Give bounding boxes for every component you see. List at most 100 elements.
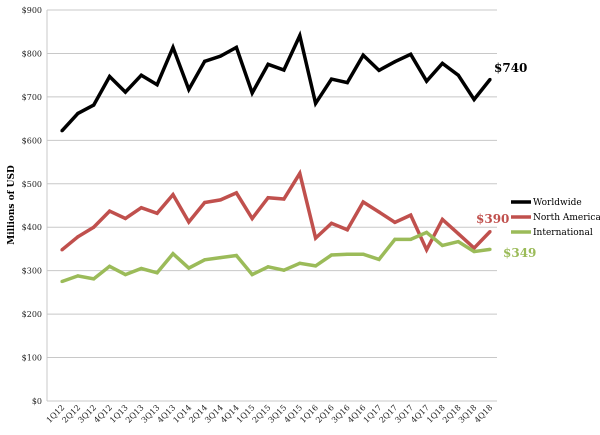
data-point (424, 230, 429, 235)
data-point (171, 252, 175, 256)
data-point (488, 229, 492, 234)
data-point (76, 235, 80, 239)
legend-label: North America (533, 213, 600, 223)
legend: Worldwide North America International (511, 198, 600, 238)
data-point (377, 257, 381, 261)
data-point (266, 62, 270, 66)
data-point (171, 193, 175, 197)
data-point (76, 111, 80, 115)
data-point (329, 253, 334, 257)
data-point (250, 272, 254, 277)
y-tick-label: $600 (22, 136, 42, 145)
data-point (298, 171, 302, 175)
data-point (139, 266, 143, 271)
data-point (393, 220, 397, 225)
x-axis-ticks: 1Q122Q123Q124Q121Q132Q133Q134Q131Q142Q14… (45, 403, 495, 425)
data-point (250, 216, 254, 221)
data-point (361, 252, 365, 256)
data-point (314, 264, 318, 268)
data-point (139, 206, 143, 210)
data-point (472, 97, 476, 102)
data-point (377, 68, 381, 72)
data-point (345, 80, 349, 85)
data-point (282, 268, 286, 272)
y-tick-label: $500 (22, 180, 42, 189)
legend-item: International (511, 228, 593, 238)
data-point (329, 77, 334, 81)
data-point (424, 79, 429, 83)
data-point (155, 83, 159, 87)
legend-item: North America (511, 213, 600, 223)
data-point (187, 87, 191, 92)
data-point (314, 236, 318, 240)
y-axis-label: Millions of USD (7, 165, 17, 245)
data-point (60, 129, 64, 133)
data-point (488, 77, 492, 82)
data-point (250, 91, 254, 95)
data-point (361, 200, 365, 204)
y-tick-label: $0 (32, 397, 42, 406)
legend-label: International (533, 228, 593, 238)
series-lines (60, 30, 492, 284)
data-point (107, 264, 112, 268)
data-point (361, 53, 365, 57)
y-tick-label: $100 (22, 354, 42, 363)
data-point (76, 274, 80, 278)
y-tick-label: $700 (22, 93, 42, 102)
data-point (107, 209, 112, 213)
data-point (393, 60, 397, 64)
data-point (377, 210, 381, 214)
legend-label: Worldwide (533, 198, 582, 208)
data-point (234, 191, 238, 195)
data-point (393, 237, 397, 241)
data-point (203, 258, 207, 262)
data-point (329, 221, 334, 225)
x-tick-label: 4Q18 (473, 403, 495, 425)
data-point (123, 272, 128, 277)
data-point (187, 220, 191, 224)
data-point (218, 198, 223, 202)
data-point (440, 217, 445, 222)
data-point (171, 45, 175, 49)
data-point (345, 228, 349, 232)
data-point (298, 261, 302, 265)
end-value-label: $390 (476, 212, 509, 226)
legend-item: Worldwide (511, 198, 582, 208)
data-point (92, 225, 96, 229)
data-point (345, 252, 349, 256)
data-point (456, 232, 460, 236)
data-point (203, 200, 207, 205)
data-point (203, 59, 207, 63)
data-point (92, 277, 96, 281)
data-point (218, 54, 223, 58)
data-point (123, 90, 128, 94)
data-point (314, 101, 318, 106)
data-point (440, 61, 445, 66)
data-point (92, 103, 96, 107)
data-point (218, 256, 223, 260)
data-point (472, 249, 476, 254)
end-labels: $740 $390 $349 (476, 61, 536, 260)
series-line (60, 30, 492, 132)
data-point (60, 279, 64, 284)
data-point (234, 45, 238, 49)
y-tick-label: $300 (22, 267, 42, 276)
data-point (440, 243, 445, 248)
y-tick-label: $200 (22, 310, 42, 319)
data-point (424, 248, 429, 252)
data-point (234, 253, 238, 258)
series-line (60, 168, 492, 254)
data-point (409, 237, 413, 241)
data-point (472, 246, 476, 250)
data-point (155, 271, 159, 275)
data-point (282, 68, 286, 72)
gridlines (46, 9, 497, 402)
data-point (60, 248, 64, 252)
end-value-label: $740 (494, 61, 527, 75)
data-point (282, 197, 286, 201)
y-axis-ticks: $0 $100 $200 $300 $400 $500 $600 $700 $800 $900 (22, 6, 42, 406)
data-point (456, 73, 460, 77)
data-point (107, 74, 112, 79)
data-point (266, 196, 270, 200)
